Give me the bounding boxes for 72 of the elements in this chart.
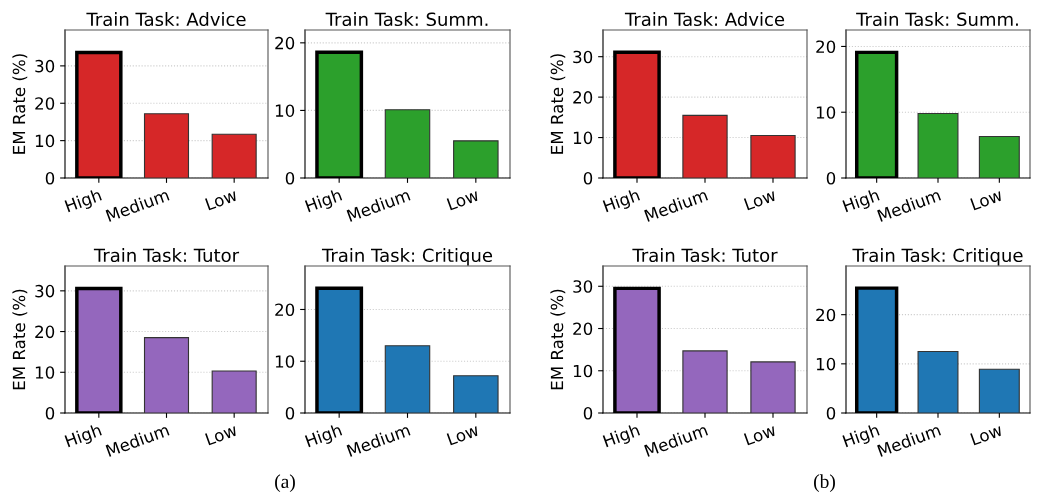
bar bbox=[143, 113, 190, 178]
y-tick-label: 20 bbox=[275, 36, 295, 50]
x-tick-label: High bbox=[304, 188, 344, 216]
chart-title: Train Task: Critique bbox=[852, 248, 1023, 266]
y-tick-label: 30 bbox=[573, 280, 593, 293]
x-tick-label: Low bbox=[743, 423, 777, 446]
bar bbox=[917, 350, 959, 413]
y-tick-label: 20 bbox=[573, 91, 593, 104]
x-tick-label: High bbox=[304, 423, 344, 451]
y-tick-label: 20 bbox=[35, 97, 55, 110]
y-tick-label: 0 bbox=[45, 171, 55, 185]
bar bbox=[384, 345, 431, 413]
x-tick-label: Low bbox=[446, 188, 480, 211]
y-tick-label: 20 bbox=[275, 303, 295, 317]
y-tick-label: 0 bbox=[45, 406, 55, 420]
y-tick-label: 10 bbox=[816, 357, 836, 371]
bar bbox=[978, 136, 1020, 178]
y-tick-label: 0 bbox=[583, 406, 593, 420]
y-tick-label: 10 bbox=[35, 366, 55, 379]
y-tick-label: 0 bbox=[285, 406, 295, 420]
bar bbox=[978, 368, 1020, 413]
y-tick-label: 10 bbox=[816, 106, 836, 119]
x-tick-label: Low bbox=[743, 188, 777, 211]
y-axis-title: EM Rate (%) bbox=[550, 54, 566, 154]
y-tick-label: 0 bbox=[826, 406, 836, 420]
x-tick-label: High bbox=[64, 423, 104, 451]
y-axis-title: EM Rate (%) bbox=[12, 54, 28, 154]
y-tick-label: 20 bbox=[35, 325, 55, 339]
x-tick-label: Low bbox=[446, 423, 480, 446]
y-tick-label: 0 bbox=[826, 171, 836, 185]
bar bbox=[453, 140, 499, 178]
y-axis-title: EM Rate (%) bbox=[12, 289, 28, 390]
y-axis-title: EM Rate (%) bbox=[550, 289, 566, 390]
chart-title: Train Task: Summ. bbox=[856, 12, 1018, 27]
x-tick-label: High bbox=[602, 423, 642, 451]
chart-title: Train Task: Summ. bbox=[325, 12, 488, 27]
bar bbox=[453, 375, 499, 413]
bar bbox=[750, 134, 796, 178]
y-tick-label: 10 bbox=[275, 355, 295, 368]
bar bbox=[682, 350, 728, 413]
bar bbox=[750, 361, 796, 413]
chart-title: Train Task: Advice bbox=[624, 12, 785, 27]
chart-title: Train Task: Critique bbox=[321, 248, 493, 266]
x-tick-label: High bbox=[602, 188, 642, 216]
x-tick-label: Low bbox=[205, 188, 238, 211]
y-tick-label: 10 bbox=[573, 364, 593, 378]
y-tick-label: 30 bbox=[573, 50, 593, 64]
bar bbox=[143, 337, 190, 413]
y-tick-label: 20 bbox=[816, 308, 836, 322]
y-tick-label: 20 bbox=[816, 40, 836, 54]
x-tick-label: Low bbox=[970, 188, 1004, 211]
chart-title: Train Task: Tutor bbox=[93, 248, 240, 263]
text: (b) bbox=[814, 474, 835, 492]
chart-title: Train Task: Tutor bbox=[632, 248, 778, 263]
y-tick-label: 20 bbox=[573, 322, 593, 336]
bar bbox=[682, 114, 728, 178]
chart-title: Train Task: Advice bbox=[86, 12, 246, 27]
x-tick-label: High bbox=[64, 188, 104, 216]
bar bbox=[917, 112, 959, 178]
text: (a) bbox=[275, 474, 295, 492]
y-tick-label: 10 bbox=[573, 131, 593, 145]
y-tick-label: 0 bbox=[285, 171, 295, 185]
y-tick-label: 30 bbox=[35, 59, 55, 73]
bar bbox=[384, 109, 431, 178]
bar bbox=[211, 133, 257, 178]
y-tick-label: 10 bbox=[35, 134, 55, 148]
bar bbox=[211, 370, 257, 413]
x-tick-label: Low bbox=[970, 423, 1004, 446]
y-tick-label: 30 bbox=[35, 284, 55, 298]
y-tick-label: 10 bbox=[275, 104, 295, 117]
x-tick-label: Low bbox=[205, 423, 238, 446]
y-tick-label: 0 bbox=[583, 171, 593, 185]
